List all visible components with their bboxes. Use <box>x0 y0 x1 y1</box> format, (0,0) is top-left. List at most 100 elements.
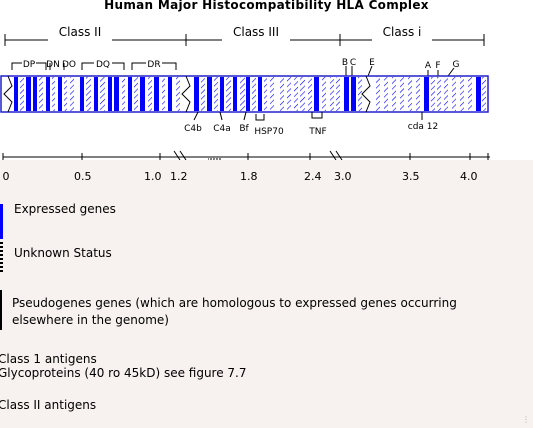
label-dr: DR <box>147 60 160 70</box>
other-gene-segment <box>444 77 448 111</box>
gene-segments <box>14 77 486 111</box>
other-gene-segment <box>460 77 464 111</box>
expressed-gene-segment <box>194 77 199 111</box>
scale-tick-label: 4.0 <box>460 170 478 183</box>
scale-tick-label: 1.0 <box>144 170 162 183</box>
other-gene-segment <box>70 77 74 111</box>
other-gene-segment <box>408 77 412 111</box>
label-c: C <box>350 58 356 68</box>
other-gene-segment <box>294 77 298 111</box>
expressed-gene-segment <box>128 77 132 111</box>
expressed-gene-segment <box>58 77 62 111</box>
other-gene-segment <box>468 77 472 111</box>
expressed-gene-segment <box>94 77 98 111</box>
other-gene-segment <box>252 77 256 111</box>
other-gene-segment <box>20 77 24 111</box>
other-gene-segment <box>240 77 245 111</box>
label-hsp70: HSP70 <box>254 127 284 137</box>
diagram-title: Human Major Histocompatibility HLA Compl… <box>104 0 429 12</box>
region-class-i: Class i <box>383 25 422 39</box>
expressed-gene-segment <box>233 77 237 111</box>
scale-tick-label: 3.5 <box>402 170 420 183</box>
region-class-ii: Class II <box>59 25 101 39</box>
strip-breaks <box>3 75 371 113</box>
other-gene-segment <box>287 77 291 111</box>
other-gene-segment <box>376 77 380 111</box>
label-do: DO <box>62 60 76 70</box>
other-gene-segment <box>52 77 55 111</box>
label-dn: DN <box>46 60 60 70</box>
legend-pseudo-line1: Pseudogenes genes (which are homologous … <box>12 296 457 310</box>
other-gene-segment <box>330 77 334 111</box>
expressed-gene-segment <box>476 77 481 111</box>
region-brackets <box>4 34 485 46</box>
other-gene-segment <box>336 77 340 111</box>
other-gene-segment <box>482 77 486 111</box>
other-gene-segment <box>226 77 231 111</box>
scale-tick-label: 3.0 <box>334 170 352 183</box>
label-cda12: cda 12 <box>408 122 439 132</box>
other-gene-segment <box>122 77 125 111</box>
label-c4a: C4a <box>213 124 231 134</box>
expressed-gene-segment <box>114 77 119 111</box>
swatch-pseudogene <box>0 290 2 330</box>
other-gene-segment <box>280 77 284 111</box>
other-gene-segment <box>201 77 205 111</box>
label-e: E <box>369 58 375 68</box>
other-gene-segment <box>300 77 305 111</box>
gene-group-brackets <box>11 62 455 77</box>
label-dq: DQ <box>96 60 110 70</box>
expressed-gene-segment <box>33 77 37 111</box>
label-bf: Bf <box>239 124 249 134</box>
other-gene-segment <box>416 77 420 111</box>
other-gene-segment <box>437 77 441 111</box>
scale-tick-label: 0 <box>2 170 10 183</box>
expressed-gene-segment <box>46 77 50 111</box>
expressed-gene-segment <box>314 77 319 111</box>
other-gene-segment <box>176 77 180 111</box>
class1-description: Glycoproteins (40 ro 45kD) see figure 7.… <box>0 366 247 380</box>
expressed-gene-segment <box>154 77 159 111</box>
other-gene-segment <box>214 77 218 111</box>
expressed-gene-segment <box>246 77 250 111</box>
class2-title: Class II antigens <box>0 398 97 412</box>
label-a: A <box>425 61 432 71</box>
other-gene-segment <box>86 77 91 111</box>
expressed-gene-segment <box>14 77 18 111</box>
hla-diagram: Human Major Histocompatibility HLA Compl… <box>0 0 533 160</box>
lower-gene-brackets <box>193 111 423 121</box>
expressed-gene-segment <box>220 77 224 111</box>
swatch-expressed <box>0 204 3 239</box>
legend-expressed: Expressed genes <box>14 202 116 216</box>
label-b: B <box>342 58 348 68</box>
label-g: G <box>453 60 460 70</box>
other-gene-segment <box>162 77 165 111</box>
legend-unknown: Unknown Status <box>14 246 112 260</box>
gene-map: Class II Class III Class i DP DN DO DQ D… <box>0 25 490 160</box>
label-f: F <box>435 61 440 71</box>
expressed-gene-segment <box>424 77 429 111</box>
scale-tick-label: 0.5 <box>74 170 92 183</box>
expressed-gene-segment <box>207 77 212 111</box>
other-gene-segment <box>100 77 105 111</box>
scale-tick-label: 1.2 <box>170 170 188 183</box>
other-gene-segment <box>134 77 138 111</box>
scale-bar <box>2 150 490 160</box>
scale-tick-label: 2.4 <box>304 170 322 183</box>
region-class-iii: Class III <box>233 25 279 39</box>
expressed-gene-segment <box>26 77 31 111</box>
other-gene-segment <box>64 77 67 111</box>
other-gene-segment <box>39 77 43 111</box>
other-gene-segment <box>264 77 267 111</box>
expressed-gene-segment <box>108 77 112 111</box>
other-gene-segment <box>400 77 404 111</box>
scale-artifact <box>208 158 222 160</box>
expressed-gene-segment <box>258 77 262 111</box>
class1-title: Class 1 antigens <box>0 352 97 366</box>
other-gene-segment <box>452 77 456 111</box>
corner-artifact: ⋮ <box>522 415 530 424</box>
swatch-unknown <box>0 242 3 272</box>
legend-panel: 0 0.5 1.0 1.2 1.8 2.4 3.0 3.5 4.0 Expressed gene… <box>0 160 533 428</box>
expressed-gene-segment <box>351 77 356 111</box>
expressed-gene-segment <box>140 77 145 111</box>
